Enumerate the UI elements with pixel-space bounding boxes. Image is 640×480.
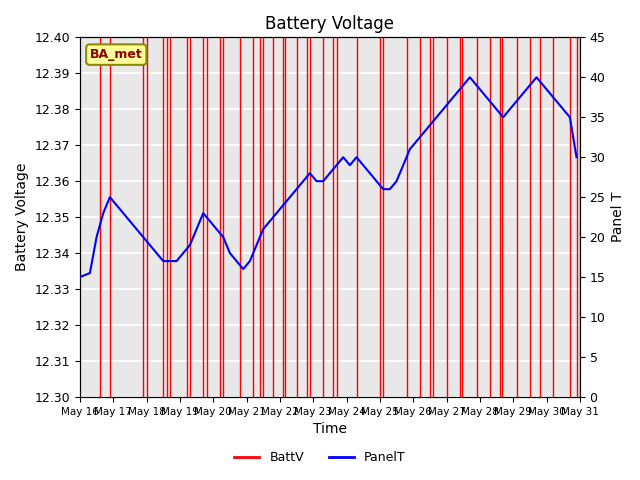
Legend: BattV, PanelT: BattV, PanelT — [229, 446, 411, 469]
Text: BA_met: BA_met — [90, 48, 143, 61]
X-axis label: Time: Time — [313, 422, 347, 436]
Y-axis label: Battery Voltage: Battery Voltage — [15, 163, 29, 271]
Y-axis label: Panel T: Panel T — [611, 192, 625, 242]
Title: Battery Voltage: Battery Voltage — [266, 15, 394, 33]
